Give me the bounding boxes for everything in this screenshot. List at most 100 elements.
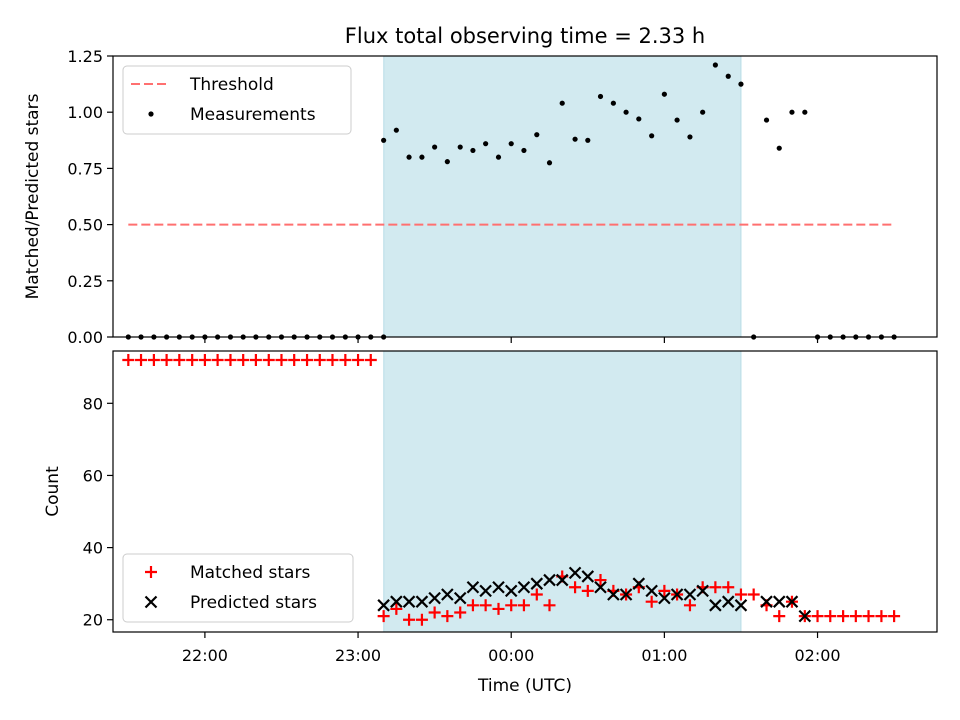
plot-frame bbox=[112, 350, 938, 633]
data-point bbox=[734, 588, 747, 601]
data-point bbox=[517, 580, 531, 594]
data-point bbox=[135, 354, 148, 367]
data-point bbox=[700, 109, 706, 115]
data-point bbox=[683, 599, 696, 612]
plot-frame bbox=[112, 55, 938, 338]
data-point bbox=[466, 599, 479, 612]
data-point bbox=[390, 595, 403, 608]
data-point bbox=[543, 573, 556, 587]
data-point bbox=[670, 588, 684, 601]
data-point bbox=[572, 136, 578, 142]
y-tick-label: 40 bbox=[83, 539, 103, 558]
x-tick-label: 02:00 bbox=[794, 646, 840, 665]
data-point bbox=[530, 577, 544, 590]
legend-box bbox=[122, 553, 354, 623]
data-point bbox=[789, 109, 795, 115]
data-point bbox=[262, 354, 275, 367]
data-point bbox=[619, 588, 633, 601]
data-point bbox=[419, 154, 425, 160]
data-point bbox=[122, 354, 135, 367]
data-point bbox=[658, 591, 671, 605]
data-point bbox=[393, 127, 399, 133]
y-tick-label: 0.50 bbox=[67, 216, 103, 235]
data-point bbox=[377, 599, 390, 612]
data-point bbox=[594, 580, 607, 594]
data-point bbox=[466, 580, 480, 594]
data-point bbox=[738, 81, 744, 87]
data-point bbox=[594, 574, 607, 587]
data-point bbox=[352, 354, 365, 367]
data-point bbox=[441, 610, 454, 623]
y-tick-label: 80 bbox=[83, 394, 103, 413]
data-point bbox=[785, 595, 799, 608]
y-tick-label: 60 bbox=[83, 466, 103, 485]
data-point bbox=[607, 588, 620, 601]
data-point bbox=[585, 137, 591, 143]
x-tick-label: 22:00 bbox=[182, 646, 228, 665]
data-point bbox=[725, 73, 731, 79]
y-tick-label: 0.00 bbox=[67, 328, 103, 347]
data-point bbox=[470, 147, 476, 154]
data-point bbox=[211, 354, 224, 367]
observing-span-shade bbox=[383, 55, 742, 338]
data-point bbox=[403, 613, 416, 626]
data-point bbox=[581, 570, 595, 583]
data-point bbox=[505, 599, 518, 612]
data-point bbox=[722, 581, 735, 594]
y-axis-label: Count bbox=[43, 466, 63, 517]
data-point bbox=[721, 595, 735, 608]
data-point bbox=[249, 354, 262, 367]
data-point bbox=[546, 160, 553, 166]
data-point bbox=[326, 354, 339, 367]
data-point bbox=[772, 595, 786, 608]
data-point bbox=[763, 117, 770, 123]
data-point bbox=[875, 610, 888, 623]
data-point bbox=[428, 591, 441, 605]
data-point bbox=[508, 141, 514, 147]
data-point bbox=[569, 581, 582, 594]
data-point bbox=[288, 354, 301, 367]
data-point bbox=[862, 610, 875, 623]
data-point bbox=[555, 573, 569, 587]
x-tick-label: 23:00 bbox=[335, 646, 381, 665]
data-point bbox=[824, 610, 837, 623]
data-point bbox=[275, 354, 288, 367]
legend-label: Measurements bbox=[190, 105, 316, 125]
data-point bbox=[224, 354, 237, 367]
legend-handle bbox=[145, 566, 157, 578]
legend: Threshold Measurements bbox=[122, 65, 352, 135]
data-point bbox=[147, 354, 160, 367]
data-point bbox=[696, 584, 709, 598]
data-point bbox=[683, 588, 697, 601]
data-point bbox=[645, 584, 658, 598]
x-tick-label: 01:00 bbox=[641, 646, 687, 665]
data-point bbox=[495, 154, 502, 160]
data-point bbox=[776, 145, 782, 151]
data-point bbox=[687, 134, 693, 140]
chart-title: Flux total observing time = 2.33 h bbox=[345, 24, 705, 48]
legend-handle bbox=[144, 595, 158, 609]
data-point bbox=[186, 354, 199, 367]
observing-span-shade bbox=[383, 350, 742, 633]
legend: Matched stars Predicted stars bbox=[122, 553, 354, 623]
legend-label: Matched stars bbox=[190, 563, 310, 583]
data-point bbox=[849, 610, 862, 623]
data-point bbox=[888, 610, 901, 623]
data-point bbox=[645, 595, 658, 608]
data-point bbox=[734, 599, 748, 612]
data-point bbox=[623, 109, 629, 115]
data-point bbox=[798, 609, 812, 623]
legend-label: Predicted stars bbox=[190, 593, 317, 613]
data-point bbox=[313, 354, 326, 367]
x-axis-label: Time (UTC) bbox=[477, 676, 572, 696]
data-point bbox=[415, 613, 428, 626]
data-point bbox=[811, 610, 824, 623]
y-tick-label: 0.25 bbox=[67, 272, 103, 291]
data-point bbox=[377, 610, 390, 623]
data-point bbox=[530, 588, 543, 601]
data-point bbox=[406, 154, 412, 160]
data-point bbox=[415, 595, 429, 608]
data-point bbox=[709, 581, 722, 594]
series-predicted-stars bbox=[377, 566, 812, 623]
data-point bbox=[381, 137, 387, 143]
